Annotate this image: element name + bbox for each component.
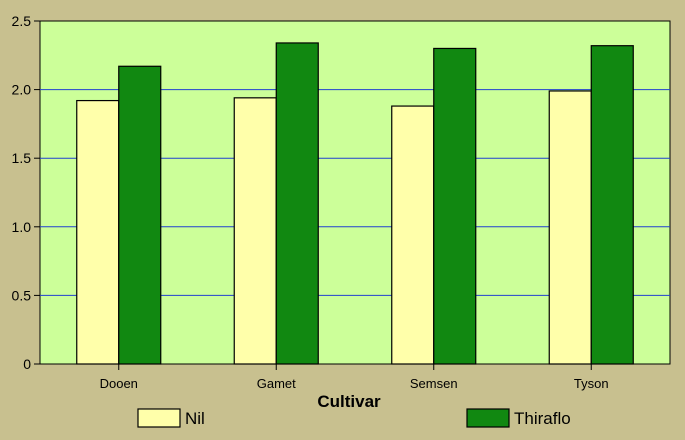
bar-nil-gamet	[233, 97, 277, 365]
x-tick-label: Semsen	[410, 376, 458, 391]
x-axis-ticks: Dooen Gamet Semsen Tyson	[100, 364, 609, 391]
bar-nil-tyson	[548, 90, 592, 365]
y-tick-label: 2.0	[12, 82, 32, 98]
bar-thiraflo-gamet	[275, 42, 319, 365]
bar-nil-semsen	[391, 105, 435, 365]
legend: Nil Thiraflo	[137, 408, 571, 428]
x-axis-title: Cultivar	[317, 392, 381, 411]
y-axis-ticks: 0 0.5 1.0 1.5 2.0 2.5	[12, 13, 40, 372]
x-tick-label: Tyson	[574, 376, 609, 391]
x-tick-label: Gamet	[257, 376, 296, 391]
y-tick-label: 0.5	[12, 287, 32, 303]
y-tick-label: 0	[23, 356, 31, 372]
legend-swatch-thiraflo	[466, 408, 510, 428]
bar-thiraflo-semsen	[433, 47, 477, 365]
bar-thiraflo-tyson	[590, 45, 634, 365]
bars	[76, 42, 634, 365]
y-tick-label: 2.5	[12, 13, 32, 29]
y-tick-label: 1.0	[12, 219, 32, 235]
legend-label-nil: Nil	[185, 409, 205, 428]
legend-swatch-nil	[137, 408, 181, 428]
legend-label-thiraflo: Thiraflo	[514, 409, 571, 428]
x-tick-label: Dooen	[100, 376, 138, 391]
bar-thiraflo-dooen	[118, 65, 162, 365]
bar-nil-dooen	[76, 99, 120, 365]
y-tick-label: 1.5	[12, 150, 32, 166]
